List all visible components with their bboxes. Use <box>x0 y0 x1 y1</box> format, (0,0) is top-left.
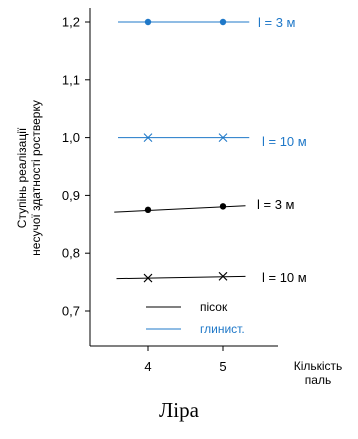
data-point <box>144 206 152 214</box>
series-label: l = 3 м <box>257 197 295 212</box>
legend-label: пісок <box>200 300 228 314</box>
series-label: l = 10 м <box>262 134 307 149</box>
series-line <box>116 275 246 280</box>
data-point <box>219 203 227 210</box>
data-point <box>219 18 227 26</box>
x-tick-label: 5 <box>219 359 226 374</box>
y-axis-title-line1: Ступінь реалізації <box>15 127 29 228</box>
x-tick-label: 4 <box>144 359 151 374</box>
y-axis-title-line2: несучої здатності ростверку <box>29 100 43 256</box>
cross-stroke <box>218 271 228 281</box>
data-point <box>143 273 153 283</box>
chart: 0,7 0,8 0,9 1,0 1,1 1,2 Ступінь реалізації несу… <box>15 8 343 387</box>
series-sand-l10: l = 10 м <box>116 270 307 285</box>
data-point <box>218 133 228 142</box>
y-tick-label: 0,9 <box>62 188 80 203</box>
data-point <box>144 18 152 26</box>
series-layer: l = 3 м l = 10 м l = 3 м l = 10 м <box>114 15 307 285</box>
y-tick-label: 1,0 <box>62 130 80 145</box>
y-tick-label: 1,2 <box>62 15 80 30</box>
legend-item-clay: глинист. <box>146 322 245 336</box>
x-axis-title-line2: паль <box>305 373 331 387</box>
legend-item-sand: пісок <box>146 300 228 314</box>
y-tick-label: 0,8 <box>62 246 80 261</box>
legend: пісок глинист. <box>146 300 245 336</box>
series-label: l = 10 м <box>262 270 307 285</box>
x-axis-title-line1: Кількість <box>294 359 343 373</box>
cross-stroke <box>218 133 228 142</box>
y-axis: 0,7 0,8 0,9 1,0 1,1 1,2 Ступінь реалізації несу… <box>15 8 91 346</box>
series-clay-l3: l = 3 м <box>118 15 296 30</box>
data-point <box>143 133 153 142</box>
series-sand-l3: l = 3 м <box>114 197 295 214</box>
legend-label: глинист. <box>200 322 245 336</box>
data-point <box>218 271 228 281</box>
cross-stroke <box>143 273 153 283</box>
chart-caption: Ліра <box>159 398 199 422</box>
y-tick-label: 0,7 <box>62 304 80 319</box>
y-tick-label: 1,1 <box>62 72 80 87</box>
cross-stroke <box>143 133 153 142</box>
series-label: l = 3 м <box>258 15 296 30</box>
series-clay-l10: l = 10 м <box>118 133 307 149</box>
